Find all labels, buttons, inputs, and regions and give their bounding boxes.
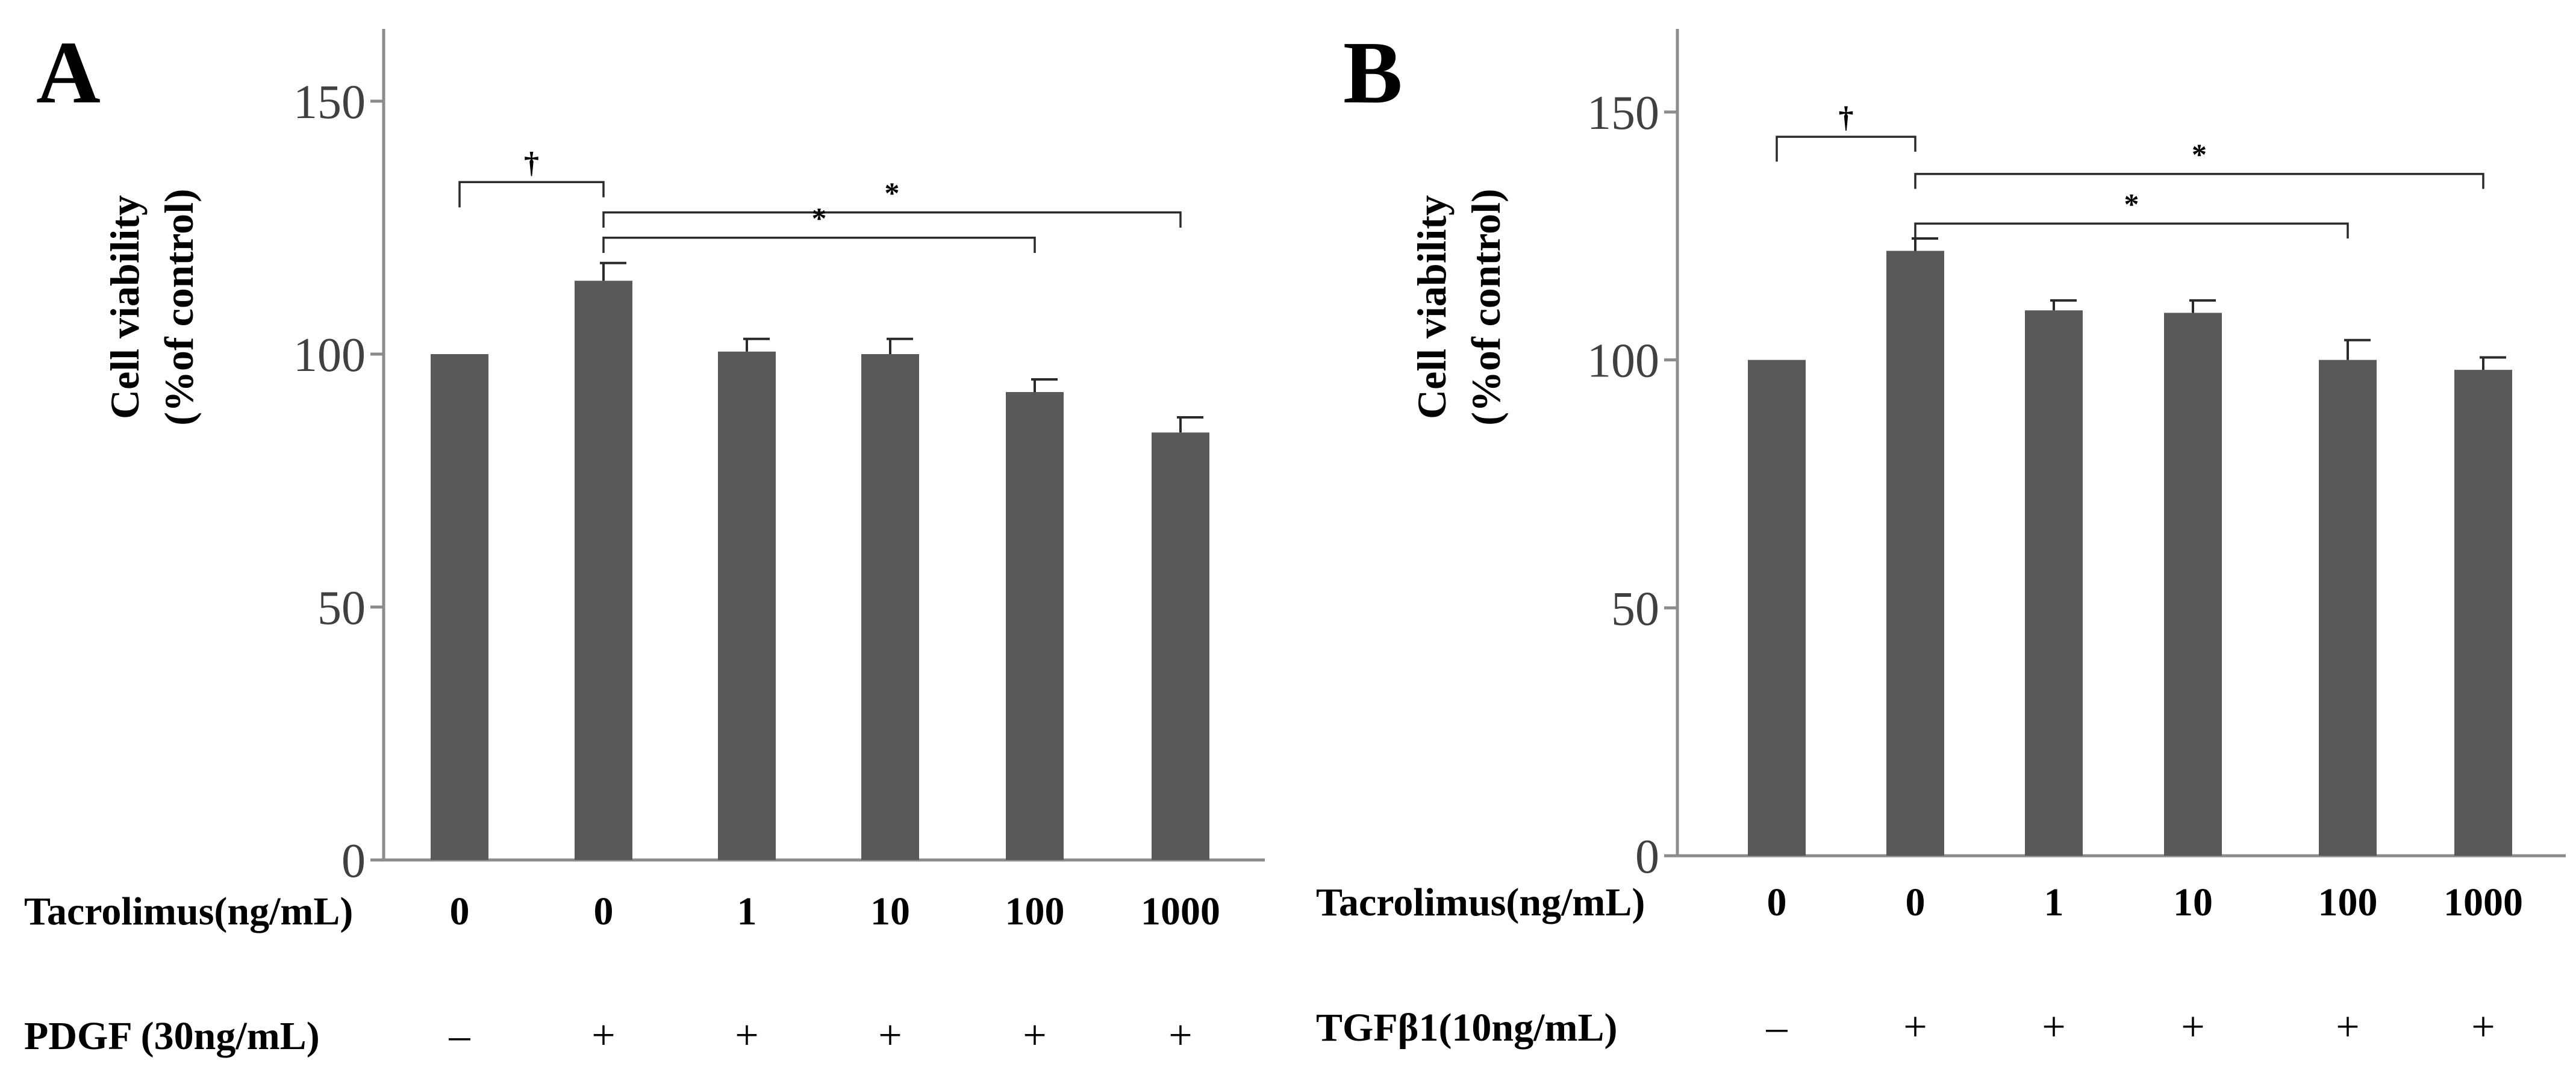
y-tick-label-b: 100	[1587, 335, 1659, 388]
x-tick-label-a-2: 1	[737, 889, 757, 933]
significance-bracket-b-0	[1776, 136, 1916, 162]
significance-bracket-b-2	[1914, 222, 2349, 238]
bar-b-5	[2454, 370, 2512, 856]
bar-b-1	[1886, 251, 1944, 856]
x-tick-label-a-1: 0	[594, 889, 614, 933]
significance-symbol-b-0: †	[1839, 100, 1854, 134]
treatment-sign-b-2: +	[2042, 1004, 2065, 1050]
significance-bracket-a-0	[458, 181, 605, 208]
treatment-sign-b-5: +	[2471, 1004, 2495, 1050]
treatment-sign-b-0: –	[1766, 1004, 1788, 1050]
y-tick-label-a: 100	[293, 329, 366, 382]
treatment-sign-a-1: +	[591, 1012, 615, 1059]
y-axis-label-b-line1: Cell viability	[1409, 195, 1455, 419]
x-tick-label-a-5: 1000	[1141, 889, 1220, 933]
significance-symbol-b-2: *	[2124, 187, 2139, 220]
y-axis-label-a-line1: Cell viability	[102, 195, 148, 419]
treatment-sign-a-3: +	[878, 1012, 902, 1059]
significance-bracket-a-1	[602, 211, 1182, 228]
x-tick-label-b-3: 10	[2173, 880, 2213, 924]
x-tick-label-a-4: 100	[1005, 889, 1065, 933]
panel-a-plot: 0 50 100 150 0 0 1 10 100 1000 – + + + + + † * *	[293, 29, 1265, 1059]
x-tick-label-b-5: 1000	[2443, 880, 2523, 924]
y-tick-label-a: 50	[317, 582, 366, 635]
treatment-sign-b-3: +	[2181, 1004, 2204, 1050]
row-label-pdgf-a: PDGF (30ng/mL)	[24, 1014, 320, 1058]
row-label-tgfb1-b: TGFβ1(10ng/mL)	[1316, 1006, 1617, 1050]
bar-a-5	[1152, 432, 1209, 860]
significance-bracket-b-1	[1914, 173, 2484, 189]
x-tick-label-b-1: 0	[1906, 880, 1926, 924]
bar-a-4	[1006, 392, 1064, 860]
y-tick-label-a: 0	[341, 835, 366, 888]
x-tick-label-a-0: 0	[450, 889, 470, 933]
significance-symbol-b-1: *	[2192, 137, 2207, 171]
treatment-sign-b-1: +	[1903, 1004, 1927, 1050]
treatment-sign-a-0: –	[449, 1012, 471, 1059]
bar-b-3	[2164, 313, 2222, 856]
y-tick-label-b: 150	[1587, 87, 1659, 140]
bar-a-2	[718, 351, 776, 860]
y-axis-label-b-line2: (%of control)	[1463, 188, 1509, 425]
y-tick-label-b: 50	[1611, 582, 1659, 635]
treatment-sign-b-4: +	[2336, 1004, 2359, 1050]
panel-letter-a: A	[36, 23, 101, 122]
x-tick-label-b-4: 100	[2318, 880, 2378, 924]
treatment-sign-a-5: +	[1168, 1012, 1192, 1059]
treatment-sign-a-2: +	[735, 1012, 758, 1059]
significance-symbol-a-1: *	[885, 176, 900, 210]
bar-b-0	[1748, 360, 1806, 856]
x-tick-label-a-3: 10	[870, 889, 910, 933]
panel-b-plot: 0 50 100 150 0 0 1 10 100 1000 – + + + + + † * *	[1587, 29, 2566, 1050]
x-tick-label-b-2: 1	[2044, 880, 2064, 924]
bar-a-3	[861, 354, 919, 860]
bar-b-4	[2319, 360, 2377, 856]
significance-symbol-a-0: †	[524, 145, 539, 179]
panel-letter-b: B	[1343, 23, 1403, 122]
treatment-sign-a-4: +	[1023, 1012, 1046, 1059]
significance-symbol-a-2: *	[812, 201, 827, 235]
row-label-tacrolimus-a: Tacrolimus(ng/mL)	[24, 889, 353, 933]
x-tick-label-b-0: 0	[1767, 880, 1787, 924]
bar-a-1	[575, 281, 632, 860]
significance-bracket-a-2	[602, 237, 1036, 253]
y-axis-label-a-line2: (%of control)	[156, 188, 202, 425]
y-tick-label-a: 150	[293, 76, 366, 129]
bar-b-2	[2025, 310, 2083, 856]
bar-a-0	[431, 354, 488, 860]
y-tick-label-b: 0	[1635, 830, 1659, 883]
row-label-tacrolimus-b: Tacrolimus(ng/mL)	[1316, 880, 1645, 924]
